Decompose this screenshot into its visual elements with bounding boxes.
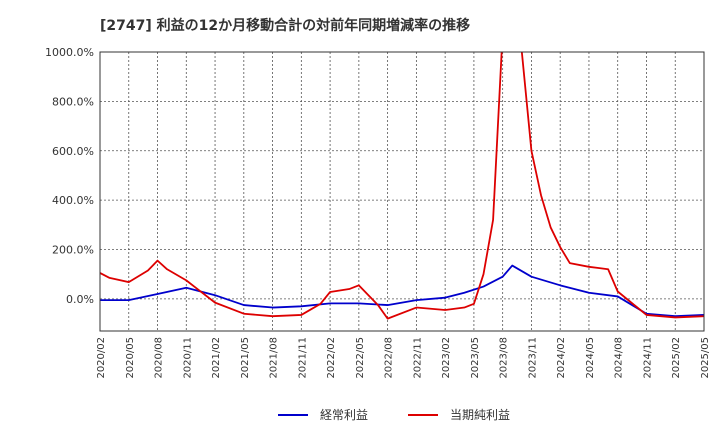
x-tick-label: 2020/05 (125, 337, 136, 379)
legend-label-2: 当期純利益 (450, 408, 510, 422)
y-tick-label: 1000.0% (45, 46, 94, 59)
x-tick-label: 2021/08 (269, 337, 280, 379)
x-tick-label: 2025/05 (700, 337, 711, 379)
y-tick-label: 800.0% (52, 95, 94, 108)
x-tick-label: 2020/02 (96, 337, 107, 379)
x-tick-label: 2022/02 (326, 337, 337, 379)
x-tick-label: 2020/08 (154, 337, 165, 379)
x-tick-label: 2023/05 (470, 337, 481, 379)
x-tick-label: 2024/02 (556, 337, 567, 379)
y-tick-label: 200.0% (52, 244, 94, 257)
x-tick-label: 2025/02 (671, 337, 682, 379)
x-tick-label: 2024/11 (642, 337, 653, 379)
x-tick-label: 2021/05 (240, 337, 251, 379)
x-tick-label: 2024/08 (614, 337, 625, 379)
x-tick-label: 2023/08 (499, 337, 510, 379)
series-group (100, 52, 704, 320)
y-tick-label: 600.0% (52, 145, 94, 158)
plot-frame (99, 51, 705, 332)
y-tick-label: 400.0% (52, 194, 94, 207)
x-tick-label: 2024/05 (585, 337, 596, 379)
x-tick-label: 2022/08 (384, 337, 395, 379)
x-tick-label: 2021/02 (211, 337, 222, 379)
y-tick-label: 0.0% (66, 293, 94, 306)
chart-title: [2747] 利益の12か月移動合計の対前年同期増減率の推移 (100, 17, 470, 34)
y-axis: 0.0% 200.0% 400.0% 600.0% 800.0% 1000.0% (45, 46, 94, 306)
x-tick-label: 2023/11 (527, 337, 538, 379)
series-line-1 (100, 264, 704, 318)
legend: 経常利益 当期純利益 (278, 408, 510, 422)
series-line-2 (100, 52, 704, 320)
x-tick-label: 2021/11 (297, 337, 308, 379)
x-tick-label: 2022/05 (355, 337, 366, 379)
x-axis: 2020/02 2020/05 2020/08 2020/11 2021/02 2021/… (96, 337, 711, 379)
x-tick-label: 2022/11 (412, 337, 423, 379)
x-tick-label: 2023/02 (441, 337, 452, 379)
legend-label-1: 経常利益 (320, 408, 368, 422)
x-tick-label: 2020/11 (182, 337, 193, 379)
